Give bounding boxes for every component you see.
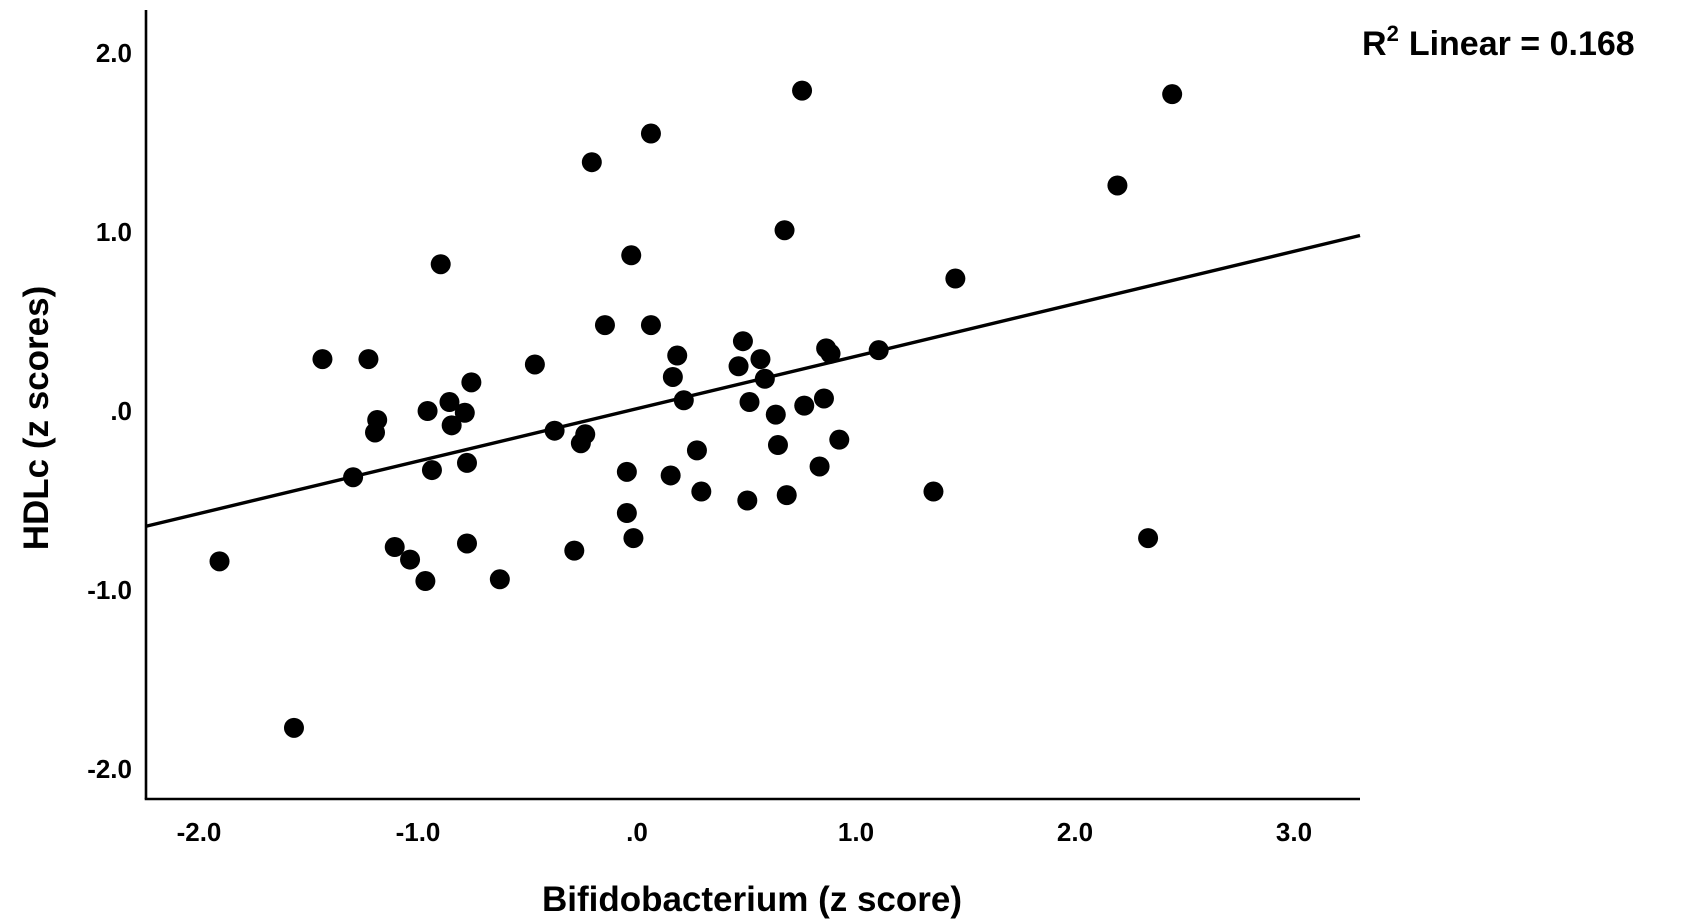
axis-ticks: -2.0 -1.0 .0 1.0 2.0 3.0 -2.0 -1.0 .0 1.0 2.0 [87, 38, 1312, 847]
x-tick-label: -1.0 [396, 817, 441, 847]
data-point [454, 402, 475, 423]
data-point [1162, 84, 1183, 105]
y-tick-label: -2.0 [87, 754, 132, 784]
x-tick-label: 2.0 [1057, 817, 1093, 847]
data-point [662, 366, 683, 387]
data-point [439, 392, 460, 413]
data-point [343, 467, 364, 488]
data-point [923, 481, 944, 502]
data-point [415, 571, 436, 592]
data-point [283, 717, 304, 738]
data-point [640, 123, 661, 144]
r-squared-annotation: R2 Linear = 0.168 [1362, 21, 1635, 63]
data-point [544, 420, 565, 441]
data-point [384, 537, 405, 558]
data-point [1107, 175, 1128, 196]
y-axis-title: HDLc (z scores) [17, 286, 56, 551]
data-point [400, 549, 421, 570]
data-point [945, 268, 966, 289]
x-tick-label: 1.0 [838, 817, 874, 847]
data-point [456, 452, 477, 473]
data-point [312, 349, 333, 370]
data-point [813, 388, 834, 409]
data-point [732, 331, 753, 352]
data-point [739, 392, 760, 413]
data-point [616, 503, 637, 524]
r-squared-superscript: 2 [1387, 21, 1399, 46]
data-point [820, 343, 841, 364]
data-point [1138, 528, 1159, 549]
data-point [621, 245, 642, 266]
data-point [489, 569, 510, 590]
linear-fit-line [145, 233, 1361, 528]
data-point [754, 368, 775, 389]
data-point [209, 551, 230, 572]
data-point [367, 409, 388, 430]
data-point [461, 372, 482, 393]
data-point [776, 485, 797, 506]
x-tick-label: .0 [626, 817, 648, 847]
data-point [737, 490, 758, 511]
data-point [691, 481, 712, 502]
data-point [765, 404, 786, 425]
data-point [456, 533, 477, 554]
data-point [809, 456, 830, 477]
plot-area [145, 80, 1361, 738]
y-tick-label: 1.0 [96, 217, 132, 247]
data-point [623, 528, 644, 549]
data-point [640, 315, 661, 336]
data-point [430, 254, 451, 275]
data-point [868, 340, 889, 361]
data-point [524, 354, 545, 375]
data-point [358, 349, 379, 370]
x-axis-title: Bifidobacterium (z score) [542, 880, 962, 919]
data-point [774, 220, 795, 241]
r-squared-value: Linear = 0.168 [1409, 25, 1635, 63]
data-point [581, 152, 602, 173]
r-squared-prefix: R [1362, 25, 1387, 63]
data-point [660, 465, 681, 486]
data-point [441, 415, 462, 436]
data-point [421, 460, 442, 481]
data-point [417, 401, 438, 421]
x-tick-label: -2.0 [177, 817, 222, 847]
data-point [616, 461, 637, 482]
data-point [750, 349, 771, 370]
y-tick-label: .0 [110, 396, 132, 426]
data-point [792, 80, 813, 101]
data-point [564, 540, 585, 561]
x-tick-label: 3.0 [1276, 817, 1312, 847]
y-tick-label: -1.0 [87, 575, 132, 605]
data-point [829, 429, 850, 450]
data-point [728, 356, 749, 377]
data-point [794, 395, 815, 416]
data-point [767, 435, 788, 456]
y-tick-label: 2.0 [96, 38, 132, 68]
data-point [686, 440, 707, 461]
data-point [667, 345, 688, 366]
data-point [594, 315, 615, 336]
data-point [575, 424, 596, 445]
data-point [673, 390, 694, 411]
